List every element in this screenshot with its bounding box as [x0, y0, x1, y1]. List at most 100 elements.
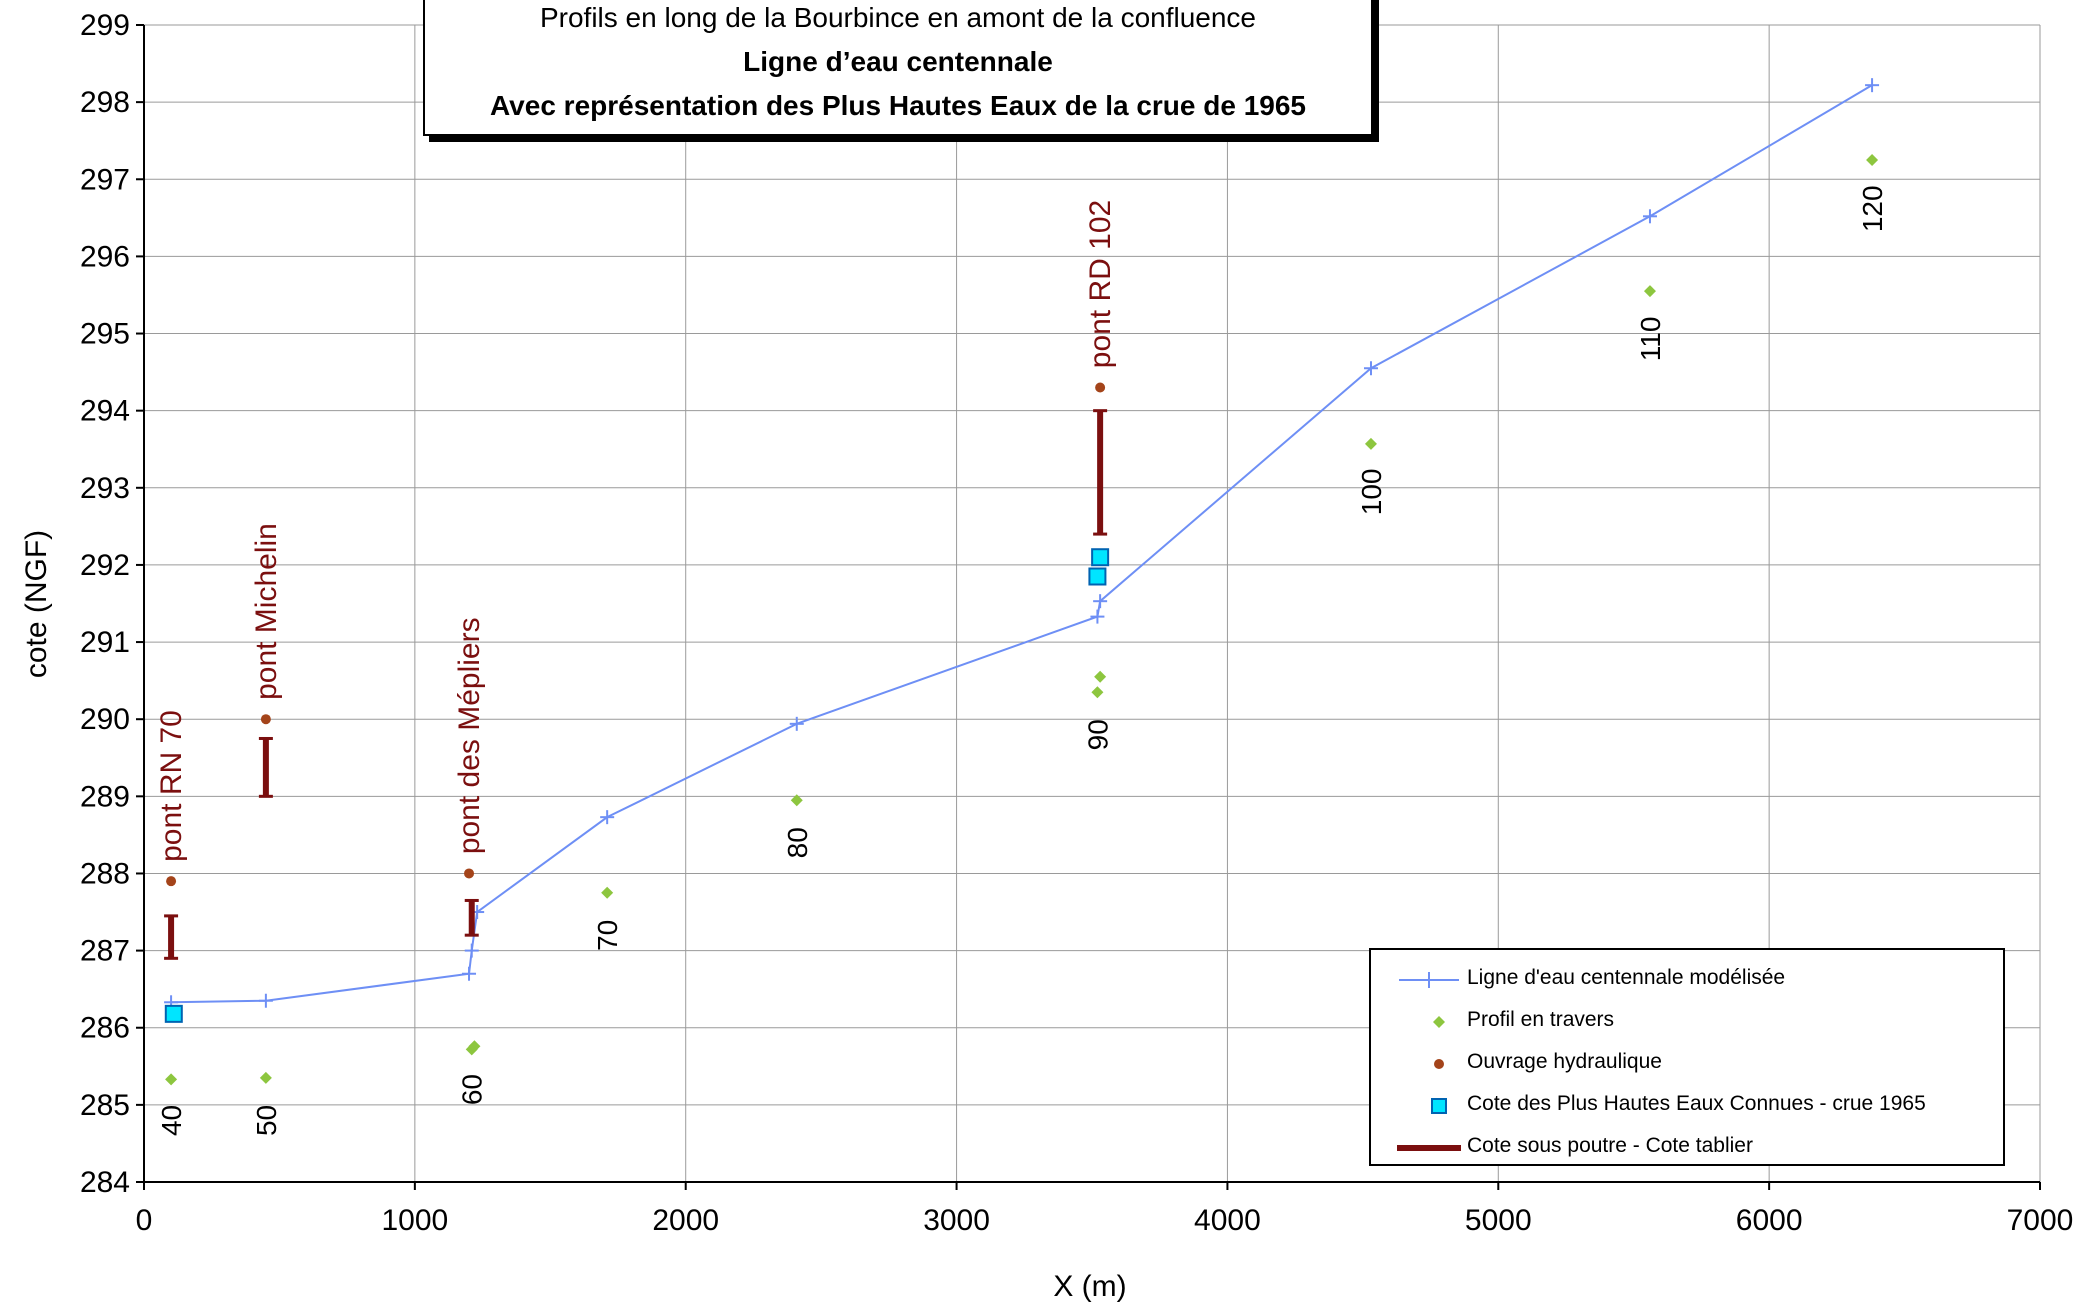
profile-label: 80 — [782, 827, 813, 858]
ouvrage-series — [166, 382, 1106, 887]
chart-subtitle: Ligne d’eau centennale — [743, 46, 1053, 77]
x-tick-label: 1000 — [381, 1204, 448, 1237]
ouvrage-point — [260, 714, 271, 725]
x-tick-label: 7000 — [2007, 1204, 2074, 1237]
diamond-marker-icon — [1433, 1016, 1445, 1028]
profil-point — [1866, 153, 1879, 166]
y-tick-label: 286 — [80, 1012, 130, 1045]
x-tick-label: 2000 — [652, 1204, 719, 1237]
grid — [143, 24, 2041, 1183]
legend-item-profil: Profil en travers — [1371, 1002, 2003, 1042]
ouvrage-point — [166, 876, 177, 887]
structure-label: pont des Mépliers — [453, 617, 486, 854]
y-tick-label: 288 — [80, 857, 130, 890]
x-axis-title: X (m) — [1053, 1270, 1126, 1303]
water-line-point — [600, 810, 615, 825]
structure-label: pont RN 70 — [155, 710, 188, 862]
y-tick-label: 289 — [80, 780, 130, 813]
y-tick-label: 291 — [80, 626, 130, 659]
profil-point — [1094, 670, 1107, 683]
profil-point — [468, 1040, 481, 1053]
y-tick-label: 293 — [80, 472, 130, 505]
y-tick-label: 292 — [80, 549, 130, 582]
legend-item-tablier: Cote sous poutre - Cote tablier — [1371, 1128, 2003, 1168]
legend-label: Profil en travers — [1467, 1008, 1615, 1031]
dot-marker-icon — [1434, 1059, 1444, 1069]
x-tick-label: 0 — [136, 1204, 153, 1237]
water-line-point — [1093, 594, 1108, 609]
legend-item-phe: Cote des Plus Hautes Eaux Connues - crue… — [1371, 1086, 2003, 1126]
profile-label: 40 — [156, 1105, 187, 1136]
line-marker-icon — [1399, 972, 1459, 988]
y-tick-label: 284 — [80, 1166, 130, 1199]
water-line-point — [464, 943, 479, 958]
profile-label: 90 — [1082, 719, 1113, 750]
structure-label: pont Michelin — [250, 523, 283, 700]
legend-item-line: Ligne d'eau centennale modélisée — [1371, 960, 2003, 1000]
y-tick-label: 294 — [80, 395, 130, 428]
profil-series — [165, 153, 1879, 1086]
y-tick-label: 299 — [80, 9, 130, 42]
x-tick-label: 5000 — [1465, 1204, 1532, 1237]
water-line-point — [1363, 361, 1378, 376]
profile-label: 120 — [1857, 185, 1888, 232]
ouvrage-point — [1095, 382, 1106, 393]
tablier-bar — [164, 914, 179, 960]
axes — [143, 25, 2040, 1183]
tablier-bar — [464, 898, 479, 937]
tick-labels: 0 1000 2000 3000 4000 5000 6000 7000 284 285 286 28… — [80, 9, 2073, 1237]
profil-point — [165, 1073, 178, 1086]
phe-point — [164, 1004, 183, 1023]
legend-label: Cote des Plus Hautes Eaux Connues - crue… — [1467, 1092, 1926, 1115]
legend-label: Ouvrage hydraulique — [1467, 1050, 1662, 1073]
ouvrage-point — [464, 868, 475, 879]
chart-title: Profils en long de la Bourbince en amont… — [539, 2, 1257, 33]
profil-point — [601, 886, 614, 899]
profile-label: 100 — [1356, 469, 1387, 516]
y-tick-label: 297 — [80, 163, 130, 196]
annotations: 40 50 60 70 80 90 100 110 120 pont RN 70 pont Mich… — [155, 185, 1888, 1136]
water-line-point — [1090, 609, 1105, 624]
legend-label: Cote sous poutre - Cote tablier — [1467, 1134, 1753, 1157]
profile-label: 50 — [251, 1105, 282, 1136]
tablier-series — [164, 409, 1108, 960]
phe-series — [164, 548, 1110, 1023]
water-line-point — [258, 993, 273, 1008]
y-axis-title: cote (NGF) — [20, 530, 53, 678]
water-line-series — [164, 78, 1880, 1010]
water-line-point — [462, 966, 477, 981]
bar-marker-icon — [1397, 1145, 1461, 1151]
water-line-point — [1865, 78, 1880, 93]
x-tick-label: 6000 — [1736, 1204, 1803, 1237]
water-line-point — [1642, 209, 1657, 224]
tablier-bar — [1093, 409, 1108, 536]
y-tick-label: 285 — [80, 1089, 130, 1122]
y-tick-label: 298 — [80, 86, 130, 119]
profil-point — [1364, 437, 1377, 450]
legend: Ligne d'eau centennale modélisée Profil … — [1369, 948, 2005, 1166]
tablier-bar — [258, 736, 273, 798]
structure-label: pont RD 102 — [1084, 200, 1117, 368]
profil-point — [1643, 285, 1656, 298]
legend-item-ouvrage: Ouvrage hydraulique — [1371, 1044, 2003, 1084]
profile-label: 60 — [457, 1074, 488, 1105]
phe-point — [1091, 548, 1110, 567]
square-marker-icon — [1431, 1098, 1447, 1114]
y-tick-label: 287 — [80, 935, 130, 968]
x-tick-label: 3000 — [923, 1204, 990, 1237]
profil-point — [1091, 686, 1104, 699]
profile-label: 70 — [592, 920, 623, 951]
water-line — [171, 84, 1873, 1004]
water-line-point — [789, 716, 804, 731]
phe-point — [1088, 567, 1107, 586]
y-tick-label: 295 — [80, 318, 130, 351]
profil-point — [790, 794, 803, 807]
y-tick-label: 296 — [80, 240, 130, 273]
legend-label: Ligne d'eau centennale modélisée — [1467, 966, 1786, 989]
y-tick-label: 290 — [80, 703, 130, 736]
x-tick-label: 4000 — [1194, 1204, 1261, 1237]
chart-subtitle-2: Avec représentation des Plus Hautes Eaux… — [490, 90, 1306, 121]
profil-point — [259, 1071, 272, 1084]
